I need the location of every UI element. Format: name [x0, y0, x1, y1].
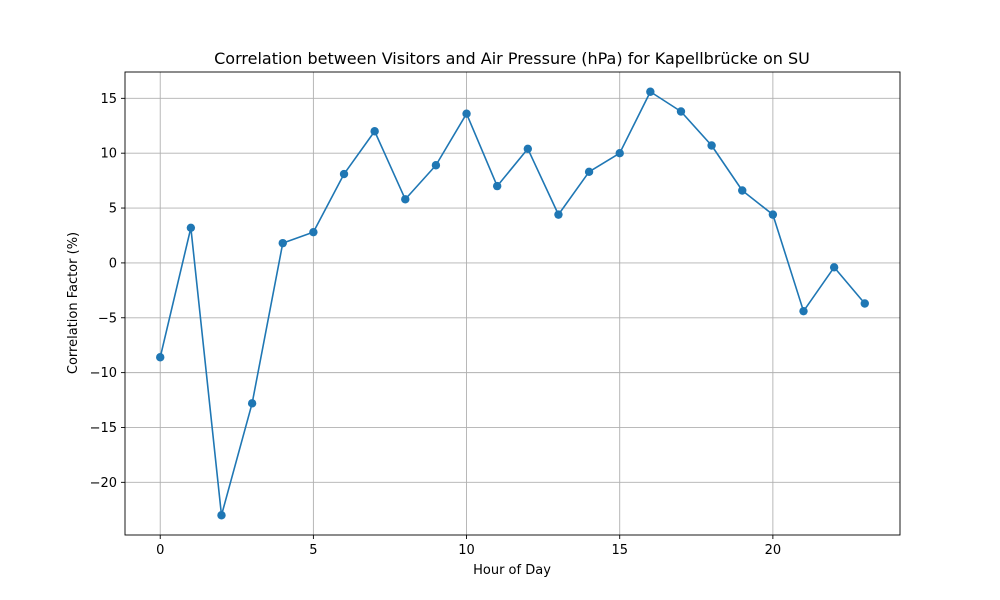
x-axis-label: Hour of Day	[473, 563, 551, 578]
y-tick-label: −20	[90, 476, 117, 491]
data-point	[401, 195, 410, 204]
data-point	[584, 167, 594, 177]
series-line	[159, 90, 866, 517]
data-point	[186, 223, 196, 232]
ticks: 0 5 10 15 20 −20 −15 −10 −5 0 5 10 15	[90, 92, 782, 558]
y-tick-label: −15	[90, 421, 117, 436]
x-tick-label: 20	[765, 543, 782, 558]
data-point	[799, 306, 808, 316]
data-point	[247, 399, 257, 408]
data-point	[615, 148, 624, 158]
x-tick-label: 5	[309, 543, 317, 558]
data-point	[370, 127, 379, 136]
data-point	[431, 161, 441, 170]
data-point	[676, 107, 686, 116]
y-tick-label: −10	[90, 366, 117, 381]
data-point	[554, 210, 563, 219]
chart-title: Correlation between Visitors and Air Pre…	[214, 49, 810, 68]
series	[156, 87, 869, 520]
data-point	[523, 144, 533, 154]
data-point	[492, 181, 502, 191]
data-point	[278, 238, 287, 248]
data-point	[217, 511, 226, 520]
grid	[125, 72, 900, 535]
data-point	[646, 87, 655, 96]
x-tick-label: 10	[458, 543, 475, 558]
data-point	[707, 141, 716, 150]
x-tick-label: 15	[611, 543, 628, 558]
data-point	[339, 169, 349, 179]
plot-frame	[124, 71, 901, 536]
x-tick-label: 0	[156, 543, 164, 558]
data-point	[860, 299, 869, 308]
y-tick-label: 15	[100, 92, 117, 107]
y-tick-label: −5	[98, 311, 117, 326]
data-point	[309, 227, 318, 237]
y-tick-label: 10	[100, 147, 117, 162]
y-tick-label: 0	[109, 256, 117, 271]
data-point	[156, 353, 165, 362]
data-point	[738, 186, 747, 195]
y-axis-label: Correlation Factor (%)	[66, 232, 81, 374]
data-point	[462, 109, 471, 118]
data-point	[768, 210, 778, 219]
data-point	[829, 263, 839, 272]
y-tick-label: 5	[109, 202, 117, 217]
axes	[124, 71, 901, 536]
